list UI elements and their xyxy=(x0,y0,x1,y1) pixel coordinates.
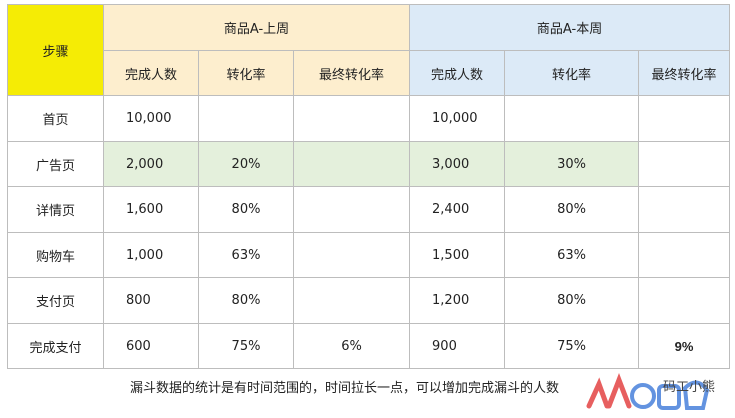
caption-text: 漏斗数据的统计是有时间范围的，时间拉长一点，可以增加完成漏斗的人数 xyxy=(130,381,560,396)
last-final-cell xyxy=(292,232,411,278)
this-rate-cell xyxy=(504,95,640,142)
last-rate-cell: 75% xyxy=(198,323,294,369)
watermark-logo xyxy=(586,373,710,410)
col-header-last-done: 完成人数 xyxy=(103,50,199,96)
header-row-columns: 完成人数 转化率 最终转化率 完成人数 转化率 最终转化率 xyxy=(8,50,731,96)
this-done-cell: 10,000 xyxy=(409,95,506,142)
step-name: 广告页 xyxy=(7,141,104,187)
funnel-table: 步骤 商品A-上周 商品A-本周 完成人数 转化率 最终转化率 完成人数 转化率… xyxy=(7,4,731,369)
last-done-cell: 10,000 xyxy=(103,95,199,142)
this-rate-cell: 30% xyxy=(504,141,640,187)
step-name: 详情页 xyxy=(7,186,104,233)
step-name: 支付页 xyxy=(7,277,104,324)
last-final-cell xyxy=(292,95,411,142)
this-final-cell xyxy=(638,141,731,187)
last-rate-cell xyxy=(198,95,294,142)
table-row: 详情页 1,600 80% 2,400 80% xyxy=(7,186,731,233)
col-header-last-final: 最终转化率 xyxy=(292,50,411,96)
group-header-this-week: 商品A-本周 xyxy=(409,4,731,51)
last-done-cell: 1,600 xyxy=(103,186,199,233)
step-name: 完成支付 xyxy=(7,323,104,369)
this-rate-cell: 63% xyxy=(504,232,640,278)
this-done-cell: 900 xyxy=(409,323,506,369)
col-header-this-done: 完成人数 xyxy=(409,50,506,96)
col-header-this-rate: 转化率 xyxy=(504,50,640,96)
last-final-cell xyxy=(292,277,411,324)
this-done-cell: 3,000 xyxy=(409,141,506,187)
col-header-last-rate: 转化率 xyxy=(198,50,294,96)
group-header-last-week: 商品A-上周 xyxy=(102,4,411,51)
watermark-text: 码工小熊 xyxy=(662,380,715,395)
step-name: 首页 xyxy=(7,95,104,142)
last-final-cell: 6% xyxy=(292,323,411,369)
this-done-cell: 1,500 xyxy=(409,232,506,278)
table-row: 广告页 2,000 20% 3,000 30% xyxy=(7,141,731,187)
watermark-logo-mark xyxy=(586,373,710,410)
last-rate-cell: 63% xyxy=(198,232,294,278)
table-row: 完成支付 600 75% 6% 900 75% 9% xyxy=(7,323,731,369)
this-final-cell xyxy=(638,186,731,233)
table-row: 首页 10,000 10,000 xyxy=(7,95,731,142)
last-done-cell: 600 xyxy=(103,323,199,369)
step-name: 购物车 xyxy=(7,232,104,278)
last-final-cell xyxy=(292,141,411,187)
table-row: 支付页 800 80% 1,200 80% xyxy=(7,277,731,324)
this-done-cell: 2,400 xyxy=(409,186,506,233)
this-final-cell xyxy=(638,277,731,324)
this-final-cell xyxy=(638,95,731,142)
last-final-cell xyxy=(292,186,411,233)
this-final-cell xyxy=(638,232,731,278)
header-row-group: 步骤 商品A-上周 商品A-本周 xyxy=(7,4,731,96)
last-rate-cell: 20% xyxy=(198,141,294,187)
last-rate-cell: 80% xyxy=(198,277,294,324)
this-final-cell: 9% xyxy=(638,323,731,369)
table-row: 购物车 1,000 63% 1,500 63% xyxy=(7,232,731,278)
this-rate-cell: 75% xyxy=(504,323,640,369)
last-done-cell: 1,000 xyxy=(103,232,199,278)
col-header-this-final: 最终转化率 xyxy=(638,50,731,96)
step-header: 步骤 xyxy=(7,4,104,96)
last-done-cell: 800 xyxy=(103,277,199,324)
last-rate-cell: 80% xyxy=(198,186,294,233)
this-rate-cell: 80% xyxy=(504,186,640,233)
last-done-cell: 2,000 xyxy=(103,141,199,187)
this-rate-cell: 80% xyxy=(504,277,640,324)
this-done-cell: 1,200 xyxy=(409,277,506,324)
